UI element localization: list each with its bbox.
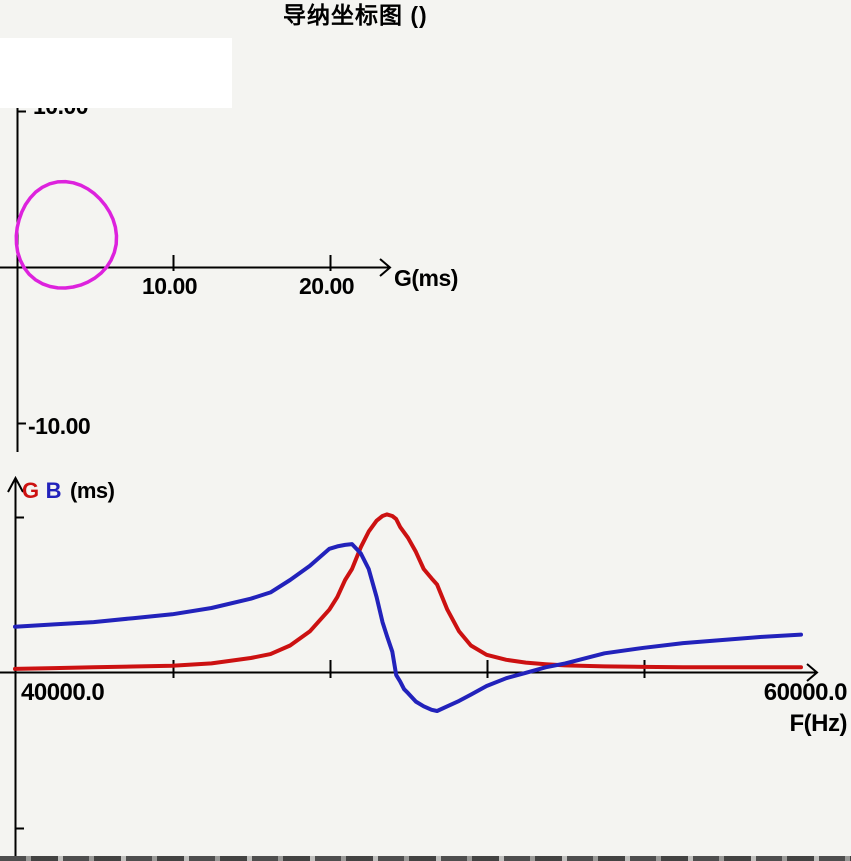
- page-title: 导纳坐标图 (): [283, 2, 428, 28]
- bottom-x-max-label: 60000.0: [763, 679, 848, 706]
- bottom-x-axis-label: F(Hz): [789, 710, 848, 737]
- white-patch-overlay: [0, 38, 232, 108]
- b-susceptance-curve: [13, 542, 803, 713]
- admittance-circle-plot: [0, 40, 392, 452]
- bottom-x-axis-arrow-icon: [806, 663, 819, 682]
- bottom-y-axis-label: G B (ms): [22, 478, 115, 503]
- bottom-y-label-b: B: [45, 478, 62, 503]
- clipped-bottom-content-bar: [0, 856, 851, 861]
- g-conductance-curve: [13, 512, 803, 671]
- top-x-axis-label: G(ms): [394, 265, 458, 291]
- top-x-tick-label-10: 10.00: [142, 273, 198, 299]
- top-x-tick-label-20: 20.00: [299, 273, 355, 299]
- bottom-y-axis-arrow-icon: [7, 475, 24, 493]
- frequency-sweep-plot: [0, 475, 819, 856]
- bottom-x-min-label: 40000.0: [21, 679, 105, 706]
- bottom-y-label-g: G: [22, 478, 39, 503]
- bottom-y-label-unit: (ms): [70, 478, 115, 503]
- top-y-min-label: -10.00: [28, 413, 91, 439]
- top-x-axis-arrow-icon: [379, 258, 392, 277]
- admittance-circle-curve: [14, 179, 119, 290]
